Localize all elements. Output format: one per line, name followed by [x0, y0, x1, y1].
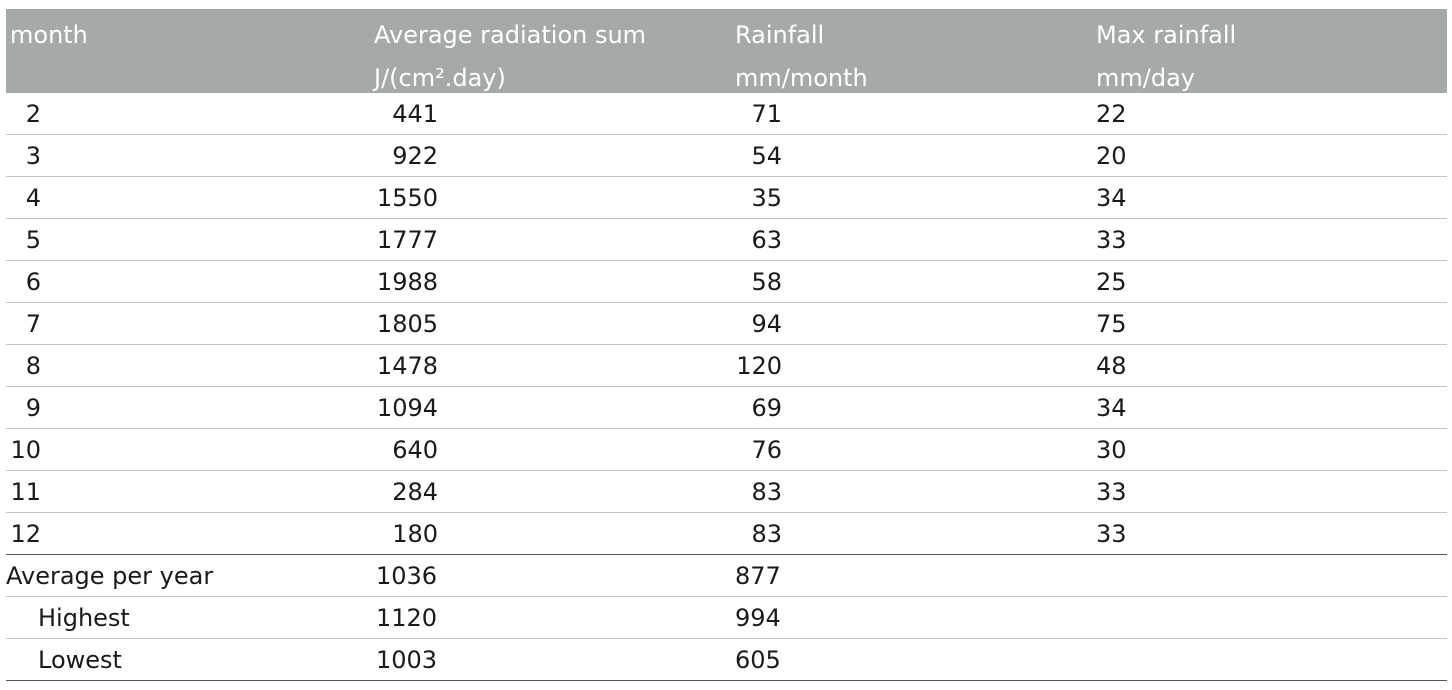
- summary-rainfall: 605: [735, 646, 781, 674]
- summary-radiation: 1036: [376, 562, 438, 590]
- summary-label: Lowest: [38, 646, 122, 674]
- max-rainfall-cell: 34: [1096, 184, 1127, 212]
- rainfall-cell: 58: [751, 268, 782, 296]
- rainfall-cell: 120: [736, 352, 782, 380]
- max-rainfall-cell: 33: [1096, 226, 1127, 254]
- table-row: 11 284 83 33: [6, 471, 1447, 513]
- radiation-cell: 441: [392, 100, 438, 128]
- max-rainfall-cell: 75: [1096, 310, 1127, 338]
- max-rainfall-cell: 33: [1096, 478, 1127, 506]
- max-rainfall-cell: 25: [1096, 268, 1127, 296]
- radiation-cell: 640: [392, 436, 438, 464]
- radiation-cell: 180: [392, 520, 438, 548]
- radiation-cell: 284: [392, 478, 438, 506]
- max-rainfall-cell: 22: [1096, 100, 1127, 128]
- radiation-cell: 1550: [376, 184, 438, 212]
- table-row: 4 1550 35 34: [6, 177, 1447, 219]
- climate-table: month Average radiation sum J/(cm².day) …: [6, 9, 1447, 681]
- header-radiation-unit: J/(cm².day): [374, 64, 506, 92]
- rainfall-cell: 54: [751, 142, 782, 170]
- max-rainfall-cell: 34: [1096, 394, 1127, 422]
- month-cell: 8: [25, 352, 41, 380]
- summary-row: Highest 1120 994: [6, 597, 1447, 639]
- table-row: 7 1805 94 75: [6, 303, 1447, 345]
- summary-radiation: 1120: [376, 604, 438, 632]
- table-row: 8 1478 120 48: [6, 345, 1447, 387]
- header-rainfall: Rainfall: [735, 21, 825, 49]
- rainfall-cell: 76: [751, 436, 782, 464]
- max-rainfall-cell: 48: [1096, 352, 1127, 380]
- summary-radiation: 1003: [376, 646, 438, 674]
- header-rainfall-unit: mm/month: [735, 64, 868, 92]
- month-cell: 6: [25, 268, 41, 296]
- table-body: 2 441 71 22 3 922 54 20 4 1550 35 34 5 1777 63 33 6 1988 5…: [6, 93, 1447, 555]
- max-rainfall-cell: 30: [1096, 436, 1127, 464]
- max-rainfall-cell: 20: [1096, 142, 1127, 170]
- summary-row: Lowest 1003 605: [6, 639, 1447, 681]
- table-row: 3 922 54 20: [6, 135, 1447, 177]
- rainfall-cell: 69: [751, 394, 782, 422]
- table-summary: Average per year 1036 877 Highest 1120 994 Low…: [6, 555, 1447, 681]
- month-cell: 7: [25, 310, 41, 338]
- summary-label: Average per year: [6, 562, 214, 590]
- table-row: 12 180 83 33: [6, 513, 1447, 555]
- month-cell: 4: [25, 184, 41, 212]
- rainfall-cell: 94: [751, 310, 782, 338]
- month-cell: 9: [25, 394, 41, 422]
- month-cell: 2: [25, 100, 41, 128]
- month-cell: 10: [10, 436, 41, 464]
- radiation-cell: 1988: [376, 268, 438, 296]
- month-cell: 5: [25, 226, 41, 254]
- rainfall-cell: 83: [751, 478, 782, 506]
- month-cell: 11: [10, 478, 41, 506]
- table-header: month Average radiation sum J/(cm².day) …: [6, 9, 1447, 93]
- radiation-cell: 1478: [376, 352, 438, 380]
- summary-rainfall: 877: [735, 562, 781, 590]
- table-row: 9 1094 69 34: [6, 387, 1447, 429]
- header-month: month: [10, 21, 88, 49]
- table-row: 6 1988 58 25: [6, 261, 1447, 303]
- table-row: 10 640 76 30: [6, 429, 1447, 471]
- rainfall-cell: 63: [751, 226, 782, 254]
- summary-label: Highest: [38, 604, 130, 632]
- rainfall-cell: 83: [751, 520, 782, 548]
- max-rainfall-cell: 33: [1096, 520, 1127, 548]
- radiation-cell: 922: [392, 142, 438, 170]
- month-cell: 3: [25, 142, 41, 170]
- table-row: 5 1777 63 33: [6, 219, 1447, 261]
- summary-row: Average per year 1036 877: [6, 555, 1447, 597]
- rainfall-cell: 71: [751, 100, 782, 128]
- header-radiation: Average radiation sum: [374, 21, 647, 49]
- header-max-rainfall: Max rainfall: [1096, 21, 1237, 49]
- month-cell: 12: [10, 520, 41, 548]
- table-row: 2 441 71 22: [6, 93, 1447, 135]
- header-max-rainfall-unit: mm/day: [1096, 64, 1195, 92]
- summary-rainfall: 994: [735, 604, 781, 632]
- rainfall-cell: 35: [751, 184, 782, 212]
- radiation-cell: 1777: [376, 226, 438, 254]
- radiation-cell: 1805: [376, 310, 438, 338]
- radiation-cell: 1094: [376, 394, 438, 422]
